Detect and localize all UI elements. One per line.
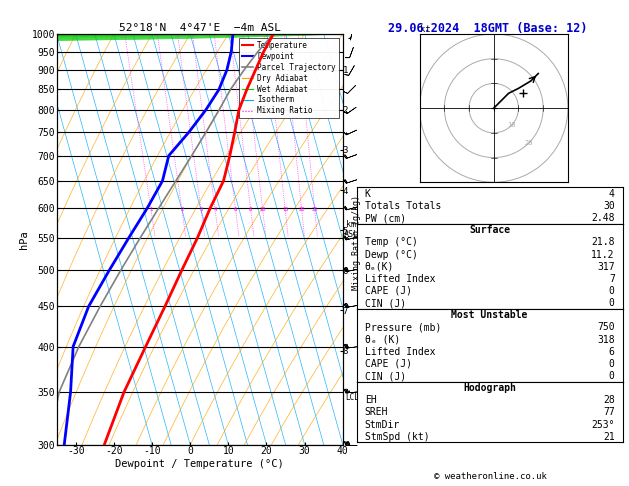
Text: 28: 28: [603, 395, 615, 405]
Text: 20: 20: [524, 139, 533, 146]
Text: Dewp (°C): Dewp (°C): [365, 249, 418, 260]
Text: kt: kt: [420, 25, 430, 34]
Text: CAPE (J): CAPE (J): [365, 286, 411, 296]
Text: 10: 10: [259, 207, 266, 212]
Text: 21: 21: [603, 432, 615, 442]
Text: Lifted Index: Lifted Index: [365, 347, 435, 357]
Text: 253°: 253°: [591, 419, 615, 430]
Text: 20: 20: [298, 207, 305, 212]
Text: θₑ (K): θₑ (K): [365, 334, 400, 345]
Text: SREH: SREH: [365, 407, 388, 417]
Text: 4: 4: [609, 189, 615, 199]
Text: LCL: LCL: [346, 393, 360, 402]
Text: CIN (J): CIN (J): [365, 298, 406, 308]
Y-axis label: km
ASL: km ASL: [343, 220, 359, 240]
Text: 317: 317: [597, 261, 615, 272]
Text: 0: 0: [609, 371, 615, 381]
Text: CAPE (J): CAPE (J): [365, 359, 411, 369]
Text: Most Unstable: Most Unstable: [452, 310, 528, 320]
Text: Surface: Surface: [469, 225, 510, 235]
Text: 15: 15: [282, 207, 288, 212]
Text: Totals Totals: Totals Totals: [365, 201, 441, 211]
Text: 29.06.2024  18GMT (Base: 12): 29.06.2024 18GMT (Base: 12): [387, 22, 587, 35]
Text: 318: 318: [597, 334, 615, 345]
Text: 3: 3: [199, 207, 203, 212]
Text: 7: 7: [609, 274, 615, 284]
Text: 1: 1: [149, 207, 152, 212]
Text: 0: 0: [609, 359, 615, 369]
Text: Hodograph: Hodograph: [463, 383, 516, 393]
Text: CIN (J): CIN (J): [365, 371, 406, 381]
Title: 52°18'N  4°47'E  −4m ASL: 52°18'N 4°47'E −4m ASL: [119, 23, 281, 33]
Text: K: K: [365, 189, 370, 199]
Text: Lifted Index: Lifted Index: [365, 274, 435, 284]
X-axis label: Dewpoint / Temperature (°C): Dewpoint / Temperature (°C): [115, 459, 284, 469]
Text: 0: 0: [609, 298, 615, 308]
Legend: Temperature, Dewpoint, Parcel Trajectory, Dry Adiabat, Wet Adiabat, Isotherm, Mi: Temperature, Dewpoint, Parcel Trajectory…: [239, 38, 339, 119]
Text: Pressure (mb): Pressure (mb): [365, 322, 441, 332]
Text: 2: 2: [180, 207, 184, 212]
Text: 6: 6: [234, 207, 237, 212]
Text: θₑ(K): θₑ(K): [365, 261, 394, 272]
Text: 4: 4: [213, 207, 216, 212]
Text: © weatheronline.co.uk: © weatheronline.co.uk: [434, 472, 547, 481]
Text: 77: 77: [603, 407, 615, 417]
Text: StmDir: StmDir: [365, 419, 400, 430]
Text: StmSpd (kt): StmSpd (kt): [365, 432, 429, 442]
Text: Mixing Ratio (g/kg): Mixing Ratio (g/kg): [352, 195, 361, 291]
Text: 10: 10: [507, 122, 515, 128]
Text: 30: 30: [603, 201, 615, 211]
Text: 25: 25: [311, 207, 318, 212]
Text: EH: EH: [365, 395, 376, 405]
Text: 750: 750: [597, 322, 615, 332]
Text: 8: 8: [249, 207, 252, 212]
Text: 11.2: 11.2: [591, 249, 615, 260]
Y-axis label: hPa: hPa: [19, 230, 29, 249]
Text: 6: 6: [609, 347, 615, 357]
Text: 21.8: 21.8: [591, 237, 615, 247]
Text: 0: 0: [609, 286, 615, 296]
Text: PW (cm): PW (cm): [365, 213, 406, 223]
Text: Temp (°C): Temp (°C): [365, 237, 418, 247]
Text: 2.48: 2.48: [591, 213, 615, 223]
